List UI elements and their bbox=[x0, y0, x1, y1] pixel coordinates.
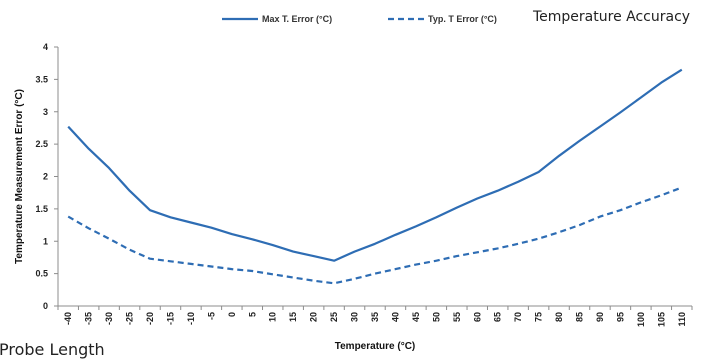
x-tick-label: 65 bbox=[493, 312, 503, 322]
x-tick-label: 95 bbox=[615, 312, 625, 322]
x-tick-label: 45 bbox=[411, 312, 421, 322]
x-tick-label: -5 bbox=[206, 312, 216, 320]
y-tick-label: 2 bbox=[43, 172, 48, 182]
x-tick-label: 20 bbox=[309, 312, 319, 322]
x-tick-label: 35 bbox=[370, 312, 380, 322]
y-tick-label: 1.5 bbox=[35, 204, 48, 214]
legend-label-typ: Typ. T Error (°C) bbox=[428, 14, 497, 24]
x-tick-label: 75 bbox=[534, 312, 544, 322]
x-tick-label: -40 bbox=[63, 312, 73, 325]
x-tick-label: 5 bbox=[247, 312, 257, 317]
x-tick-label: 10 bbox=[268, 312, 278, 322]
x-tick-label: 110 bbox=[677, 312, 687, 327]
x-tick-label: -10 bbox=[186, 312, 196, 325]
x-tick-label: 15 bbox=[288, 312, 298, 322]
y-tick-label: 2.5 bbox=[35, 139, 48, 149]
x-tick-label: 105 bbox=[656, 312, 666, 327]
y-tick-label: 3.5 bbox=[35, 74, 48, 84]
max-error-line bbox=[67, 68, 683, 262]
x-tick-label: -15 bbox=[165, 312, 175, 325]
y-axis: 0 0.5 1 1.5 2 2.5 3 3.5 4 bbox=[35, 42, 59, 311]
x-tick-label: -35 bbox=[84, 312, 94, 325]
legend: Max T. Error (°C) Typ. T Error (°C) bbox=[222, 14, 497, 24]
x-tick-label: 0 bbox=[227, 312, 237, 317]
cut-off-text: Probe Length bbox=[0, 340, 105, 359]
x-tick-label: 90 bbox=[595, 312, 605, 322]
y-tick-label: 0 bbox=[43, 301, 48, 311]
series-group bbox=[67, 68, 683, 285]
y-axis-title: Temperature Measurement Error (°C) bbox=[14, 89, 25, 264]
y-tick-label: 0.5 bbox=[35, 269, 48, 279]
x-tick-label: 80 bbox=[554, 312, 564, 322]
legend-label-max: Max T. Error (°C) bbox=[262, 14, 332, 24]
y-tick-label: 1 bbox=[43, 236, 48, 246]
x-tick-label: 40 bbox=[390, 312, 400, 322]
x-tick-label: 85 bbox=[575, 312, 585, 322]
typ-error-line bbox=[67, 186, 683, 285]
x-tick-label: -20 bbox=[145, 312, 155, 325]
x-axis: -40 -35 -30 -25 -20 -15 -10 -5 0 5 10 15 20 25 30 35 40 4… bbox=[57, 305, 693, 327]
x-tick-label: -25 bbox=[125, 312, 135, 325]
x-tick-label: 25 bbox=[329, 312, 339, 322]
chart-title: Temperature Accuracy bbox=[533, 9, 691, 25]
x-tick-label: -30 bbox=[104, 312, 114, 325]
x-tick-label: 30 bbox=[350, 312, 360, 322]
y-tick-label: 4 bbox=[43, 42, 48, 52]
x-tick-label: 70 bbox=[513, 312, 523, 322]
x-tick-label: 55 bbox=[452, 312, 462, 322]
x-tick-label: 100 bbox=[636, 312, 646, 327]
y-tick-label: 3 bbox=[43, 107, 48, 117]
x-tick-label: 50 bbox=[431, 312, 441, 322]
x-axis-title: Temperature (°C) bbox=[335, 341, 416, 352]
x-tick-label: 60 bbox=[472, 312, 482, 322]
